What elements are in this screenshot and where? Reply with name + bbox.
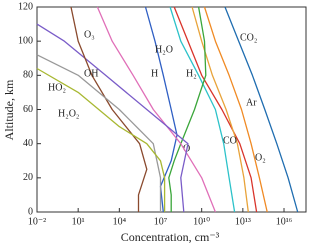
- series-label: OH: [84, 68, 98, 79]
- series-line: [203, 6, 268, 213]
- y-tick-label: 100: [18, 35, 33, 46]
- y-tick-label: 120: [18, 1, 33, 12]
- series-label: H: [151, 68, 158, 79]
- series-line: [96, 6, 217, 213]
- x-tick-label: 10⁴: [113, 216, 127, 227]
- series-line: [36, 23, 189, 213]
- x-tick-label: 10⁷: [154, 216, 168, 227]
- chart: Concentration, cm⁻³ Altitude, km 0 20 40 60…: [2, 1, 307, 244]
- x-tick-label: 10⁻²: [28, 216, 46, 227]
- x-tick-label: 10¹³: [235, 216, 251, 227]
- x-axis-label: Concentration, cm⁻³: [121, 230, 220, 244]
- x-tick-label: 10¹: [72, 216, 85, 227]
- x-tick-label: 10¹⁶: [276, 216, 293, 227]
- series-line: [191, 6, 249, 213]
- series-label: CO: [223, 135, 237, 146]
- series-label: O₃: [84, 29, 95, 40]
- x-tick-label: 10¹⁰: [193, 216, 210, 227]
- y-tick-label: 0: [28, 206, 33, 217]
- y-tick-label: 60: [23, 104, 33, 115]
- series-label: H₂O₂: [58, 108, 79, 119]
- series-label: CO₂: [240, 32, 257, 43]
- y-axis-label: Altitude, km: [2, 79, 16, 140]
- series-line: [36, 54, 162, 212]
- y-tick-label: 40: [23, 138, 33, 149]
- series-line: [173, 6, 258, 213]
- series-label: O₂: [255, 152, 266, 163]
- series-line: [70, 6, 148, 212]
- y-tick-label: 20: [23, 172, 33, 183]
- y-tick-label: 80: [23, 70, 33, 81]
- series-label: H₂: [186, 68, 197, 79]
- series-label: H₂O: [155, 44, 173, 55]
- series-label: Ar: [246, 97, 257, 108]
- series-line: [169, 6, 236, 213]
- series-label: HO₂: [48, 82, 66, 93]
- series-line: [144, 6, 178, 213]
- series-line: [224, 6, 299, 213]
- series-line: [36, 67, 166, 212]
